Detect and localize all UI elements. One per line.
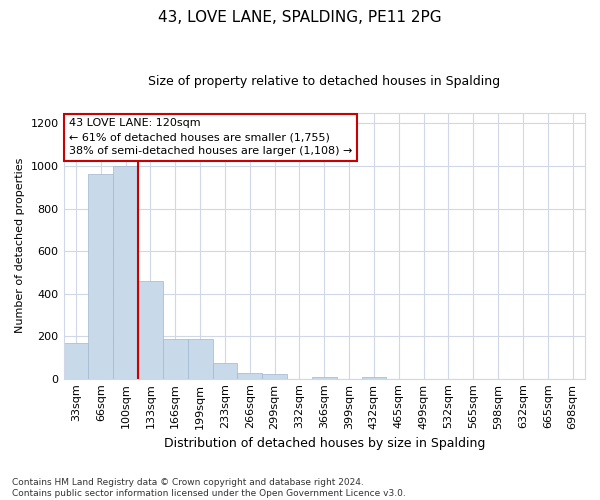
Text: 43, LOVE LANE, SPALDING, PE11 2PG: 43, LOVE LANE, SPALDING, PE11 2PG: [158, 10, 442, 25]
Text: 43 LOVE LANE: 120sqm
← 61% of detached houses are smaller (1,755)
38% of semi-de: 43 LOVE LANE: 120sqm ← 61% of detached h…: [69, 118, 352, 156]
Bar: [113, 166, 138, 378]
Bar: [64, 342, 88, 378]
Bar: [238, 374, 262, 378]
Bar: [212, 362, 238, 378]
Bar: [88, 174, 113, 378]
X-axis label: Distribution of detached houses by size in Spalding: Distribution of detached houses by size …: [164, 437, 485, 450]
Bar: [312, 376, 337, 378]
Text: Contains HM Land Registry data © Crown copyright and database right 2024.
Contai: Contains HM Land Registry data © Crown c…: [12, 478, 406, 498]
Bar: [262, 374, 287, 378]
Bar: [362, 376, 386, 378]
Bar: [188, 340, 212, 378]
Title: Size of property relative to detached houses in Spalding: Size of property relative to detached ho…: [148, 75, 500, 88]
Bar: [138, 281, 163, 378]
Bar: [163, 340, 188, 378]
Y-axis label: Number of detached properties: Number of detached properties: [15, 158, 25, 334]
